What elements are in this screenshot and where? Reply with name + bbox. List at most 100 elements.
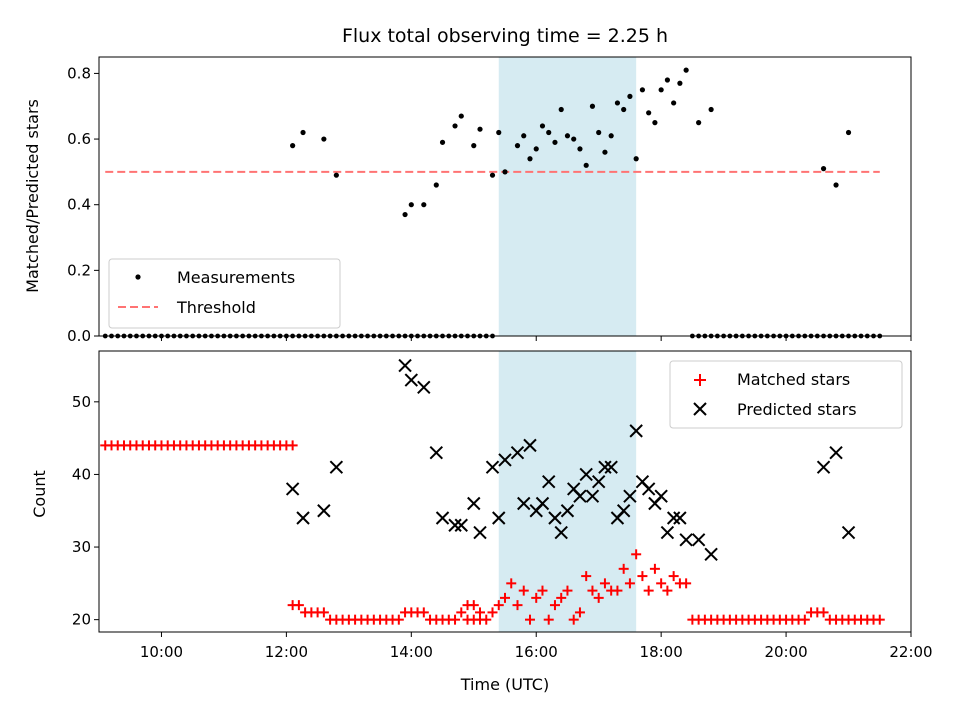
top-y-tick-label: 0.6 (67, 130, 91, 148)
predicted-star-marker (285, 482, 300, 496)
matched-star-marker (481, 614, 492, 625)
measurement-point (433, 182, 439, 188)
measurement-point (696, 120, 702, 126)
measurement-point (820, 166, 827, 172)
top-y-ticks: 0.0 0.2 0.4 0.6 0.8 (67, 64, 99, 345)
predicted-star-marker (616, 504, 631, 518)
predicted-star-marker (841, 525, 856, 540)
x-tick-label: 22:00 (889, 643, 932, 661)
matched-star-marker (874, 614, 885, 625)
predicted-star-marker (623, 489, 637, 503)
measurement-point (602, 149, 608, 155)
matched-star-marker (506, 578, 517, 589)
matched-star-marker (618, 563, 629, 574)
measurement-point (627, 93, 633, 99)
measurement-point (683, 67, 689, 73)
measurement-point (439, 139, 446, 145)
matched-star-marker (487, 607, 498, 618)
matched-star-marker (568, 614, 579, 625)
bottom-x-ticks: 10:00 12:00 14:00 16:00 18:00 20:00 22:00 (140, 632, 933, 661)
measurement-point (300, 129, 306, 136)
top-legend-box (108, 258, 341, 329)
matched-star-marker (799, 614, 810, 625)
predicted-star-marker (654, 489, 668, 503)
measurement-point (658, 87, 664, 93)
matched-star-marker (662, 585, 673, 596)
x-tick-label: 10:00 (140, 643, 183, 661)
predicted-star-marker (404, 373, 419, 387)
top-y-tick-label: 0.2 (67, 261, 91, 279)
legend-marker-predicted (693, 402, 707, 416)
measurement-point (596, 129, 602, 136)
top-y-tick-label: 0.4 (67, 196, 91, 214)
matched-star-marker (450, 614, 461, 625)
legend-label-measurements: Measurements (177, 268, 295, 287)
predicted-star-marker (829, 445, 843, 460)
x-tick-label: 16:00 (515, 643, 558, 661)
measurement-point (290, 143, 296, 149)
matched-star-marker (593, 592, 604, 603)
predicted-star-marker (296, 511, 310, 525)
bottom-y-tick-label: 40 (72, 465, 91, 483)
matched-star-marker (581, 571, 592, 582)
measurement-point (408, 202, 414, 208)
x-tick-label: 14:00 (390, 643, 433, 661)
measurement-point (589, 103, 596, 109)
chart-title: Flux total observing time = 2.25 h (342, 25, 668, 47)
matched-stars-points (100, 440, 885, 625)
legend-marker-measurements (135, 274, 141, 280)
measurement-point (477, 126, 483, 132)
measurement-point (527, 156, 533, 162)
matched-star-marker (475, 607, 486, 618)
matched-star-marker (293, 600, 304, 611)
measurement-point (646, 110, 652, 116)
matched-star-marker (624, 578, 635, 589)
top-highlight-span (498, 57, 637, 336)
matched-star-marker (637, 571, 648, 582)
measurement-points (290, 67, 852, 218)
predicted-star-marker (454, 518, 468, 532)
x-tick-label: 12:00 (265, 643, 308, 661)
measurement-point (708, 106, 714, 113)
measurement-point (333, 172, 339, 178)
measurement-point (577, 146, 583, 152)
predicted-star-marker (448, 518, 462, 532)
matched-star-marker (418, 607, 429, 618)
matched-star-marker (643, 585, 654, 596)
predicted-star-marker (585, 489, 600, 503)
bottom-y-axis-label: Count (30, 470, 49, 518)
predicted-star-marker (598, 460, 612, 474)
top-y-tick-label: 0.0 (67, 327, 91, 345)
legend-label-matched: Matched stars (737, 370, 850, 389)
predicted-star-marker (435, 511, 450, 525)
legend-marker-matched (694, 374, 706, 386)
top-axes-frame (98, 56, 912, 337)
matched-star-marker (612, 585, 623, 596)
matched-star-marker (493, 600, 504, 611)
predicted-star-marker (473, 525, 487, 540)
measurement-point (552, 139, 558, 145)
matched-star-marker (556, 592, 567, 603)
top-y-tick-label: 0.8 (67, 64, 91, 82)
predicted-star-marker (629, 424, 643, 438)
measurement-point (664, 77, 671, 83)
predicted-star-marker (554, 525, 568, 540)
measurement-point (521, 133, 527, 139)
matched-star-marker (456, 607, 467, 618)
matched-star-marker (318, 607, 329, 618)
matched-star-marker (599, 578, 610, 589)
measurement-point (471, 143, 477, 149)
bottom-y-tick-label: 30 (72, 538, 91, 556)
measurement-point (845, 129, 852, 136)
predicted-star-marker (560, 504, 575, 518)
predicted-star-marker (673, 511, 687, 525)
predicted-star-marker (641, 482, 656, 496)
measurement-point (546, 129, 552, 136)
measurement-point (321, 136, 327, 142)
matched-star-marker (543, 614, 554, 625)
predicted-star-marker (429, 445, 443, 460)
top-panel: 0.0 0.2 0.4 0.6 0.8 Flux total observing tim… (23, 25, 912, 345)
matched-star-marker (500, 592, 510, 603)
measurement-point (558, 106, 564, 113)
matched-star-marker (649, 563, 660, 574)
